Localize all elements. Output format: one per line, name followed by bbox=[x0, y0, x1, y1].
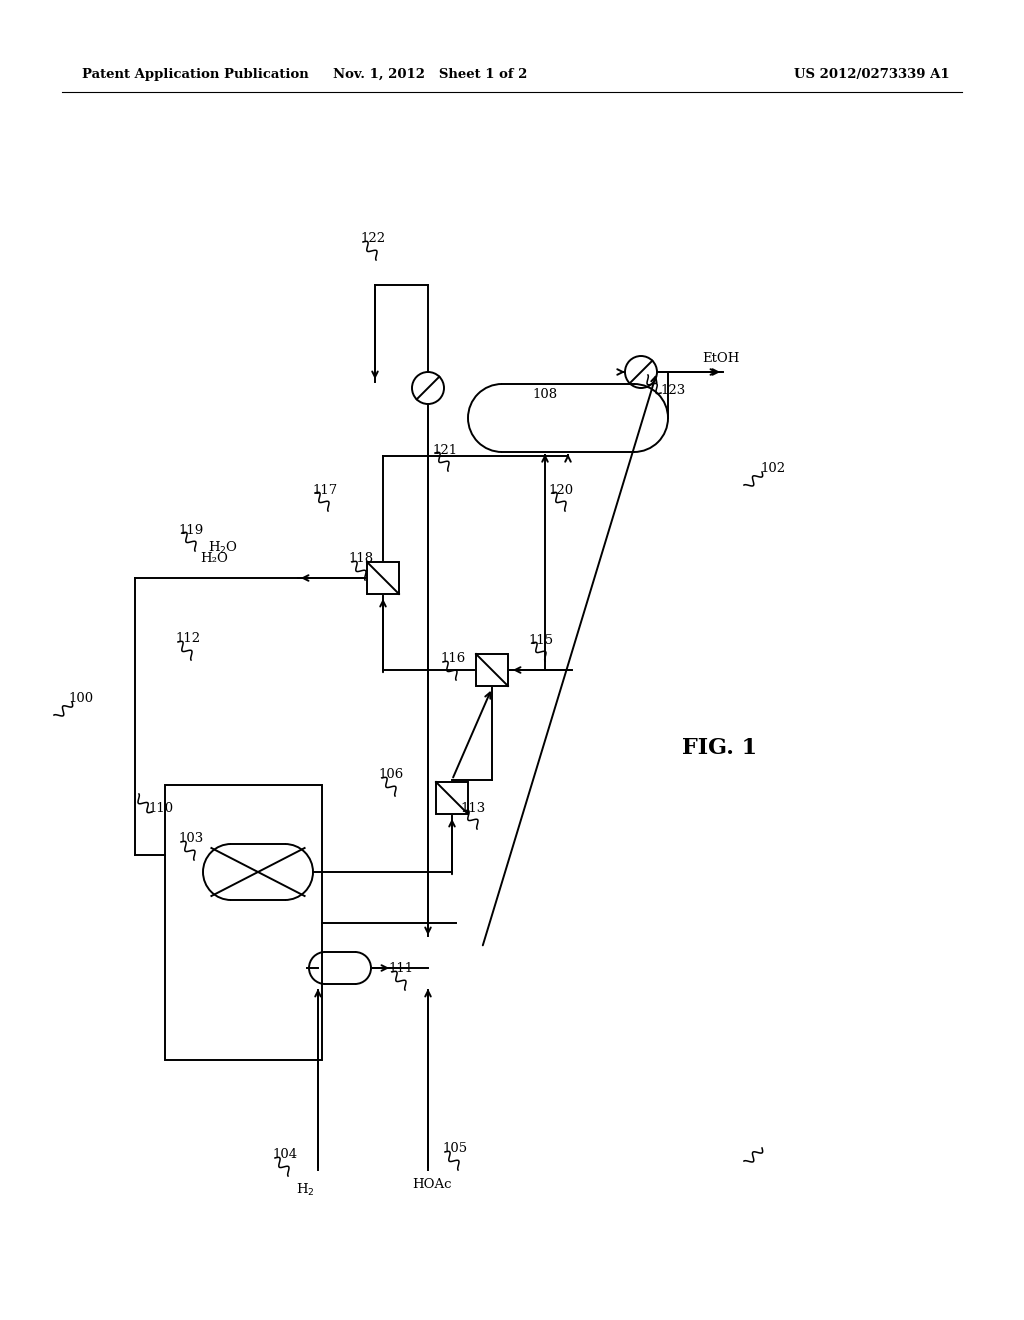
Bar bbox=[325, 952, 355, 983]
Text: 116: 116 bbox=[440, 652, 465, 664]
Text: 119: 119 bbox=[178, 524, 203, 536]
Bar bbox=[367, 562, 399, 594]
Text: 117: 117 bbox=[312, 483, 337, 496]
Text: 120: 120 bbox=[548, 483, 573, 496]
Text: H₂O: H₂O bbox=[200, 552, 228, 565]
Text: 104: 104 bbox=[272, 1148, 297, 1162]
Text: 110: 110 bbox=[148, 801, 173, 814]
Text: H$_2$O: H$_2$O bbox=[208, 540, 238, 556]
Bar bbox=[231, 843, 285, 900]
Bar bbox=[436, 781, 468, 814]
Text: H$_2$: H$_2$ bbox=[296, 1181, 314, 1199]
Text: 103: 103 bbox=[178, 832, 203, 845]
Text: 112: 112 bbox=[175, 631, 200, 644]
Text: Patent Application Publication: Patent Application Publication bbox=[82, 69, 309, 81]
Text: 102: 102 bbox=[760, 462, 785, 474]
Text: US 2012/0273339 A1: US 2012/0273339 A1 bbox=[795, 69, 950, 81]
Text: HOAc: HOAc bbox=[413, 1179, 452, 1192]
Text: 115: 115 bbox=[528, 634, 553, 647]
Bar bbox=[476, 653, 508, 686]
Text: 123: 123 bbox=[660, 384, 685, 396]
Text: 106: 106 bbox=[378, 768, 403, 781]
Text: 121: 121 bbox=[432, 444, 457, 457]
Text: FIG. 1: FIG. 1 bbox=[682, 737, 758, 759]
Text: EtOH: EtOH bbox=[702, 351, 739, 364]
Circle shape bbox=[625, 356, 657, 388]
Text: 122: 122 bbox=[360, 231, 385, 244]
Text: 100: 100 bbox=[68, 692, 93, 705]
Text: Nov. 1, 2012   Sheet 1 of 2: Nov. 1, 2012 Sheet 1 of 2 bbox=[333, 69, 527, 81]
Text: 113: 113 bbox=[460, 801, 485, 814]
Text: 108: 108 bbox=[532, 388, 557, 401]
Bar bbox=[165, 785, 322, 1060]
Text: 105: 105 bbox=[442, 1142, 467, 1155]
Circle shape bbox=[412, 372, 444, 404]
Text: 111: 111 bbox=[388, 961, 413, 974]
Bar bbox=[502, 384, 634, 451]
Text: 118: 118 bbox=[348, 552, 373, 565]
